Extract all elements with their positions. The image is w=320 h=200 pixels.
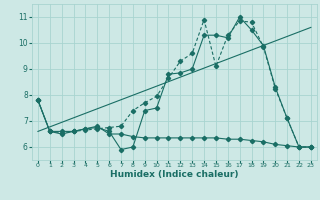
X-axis label: Humidex (Indice chaleur): Humidex (Indice chaleur) [110,170,239,179]
